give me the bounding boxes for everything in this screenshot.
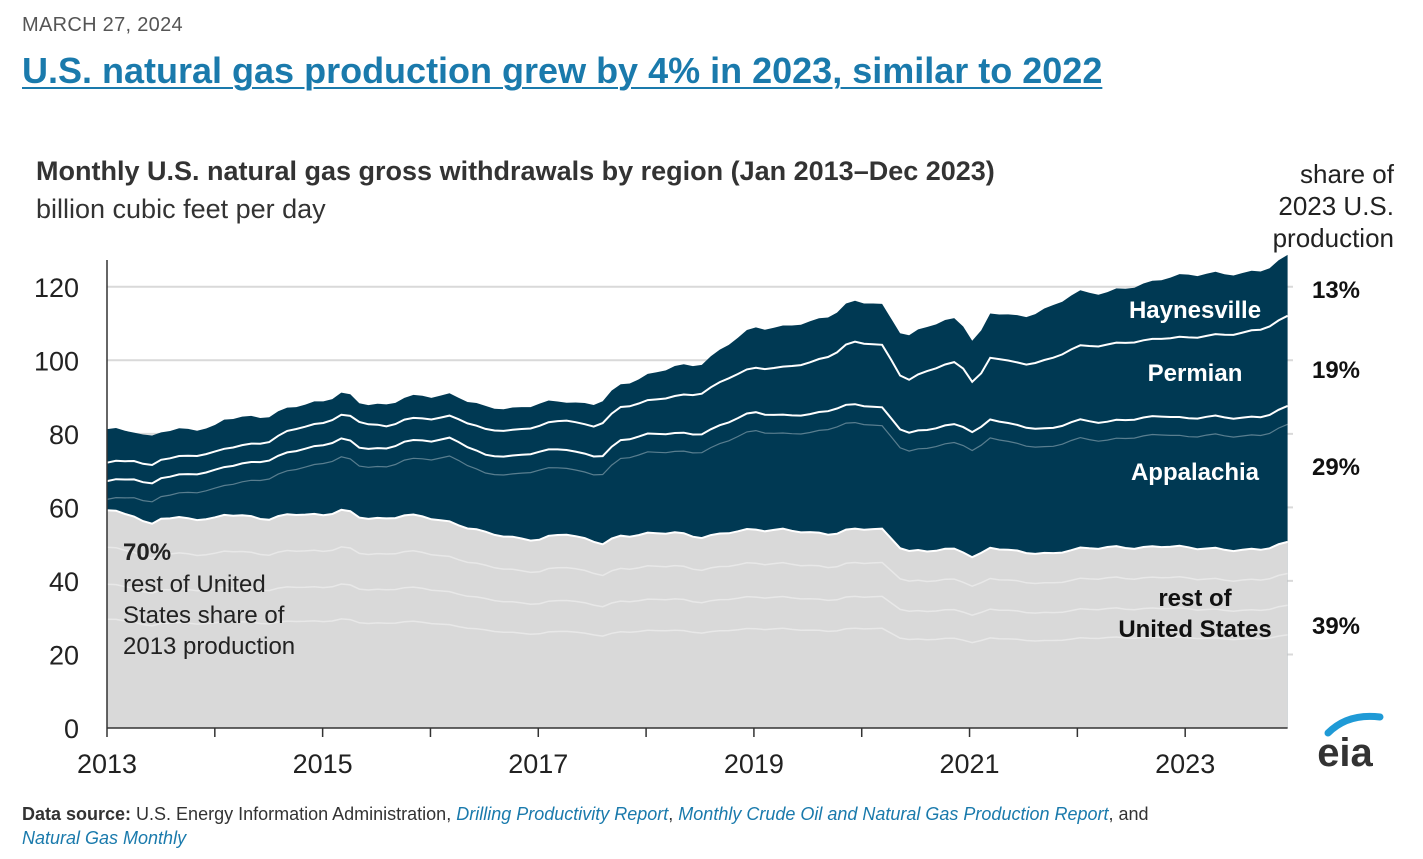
publication-date: MARCH 27, 2024 bbox=[22, 14, 183, 36]
subregion-line bbox=[106, 546, 1288, 588]
source-separator: , bbox=[668, 804, 679, 824]
y-tick-label: 120 bbox=[34, 273, 79, 303]
series-share-label: 39% bbox=[1312, 613, 1360, 640]
y-tick-label: 20 bbox=[49, 640, 79, 670]
x-tick-label: 2015 bbox=[293, 749, 353, 779]
rest-of-us-area bbox=[107, 509, 1288, 728]
subregion-line bbox=[106, 618, 1288, 644]
series-label: Haynesville bbox=[1129, 297, 1261, 324]
source-label: Data source: bbox=[22, 804, 132, 824]
annotation-2013-text: rest of United bbox=[123, 571, 266, 598]
source-link-natural-gas-monthly[interactable]: Natural Gas Monthly bbox=[22, 828, 187, 848]
rest-us-boundary-line bbox=[106, 508, 1288, 559]
x-tick-label: 2021 bbox=[940, 749, 1000, 779]
subregion-line bbox=[106, 583, 1288, 616]
series-label: Permian bbox=[1148, 360, 1243, 387]
share-header: share of 2023 U.S. production bbox=[1273, 158, 1394, 254]
y-tick-label: 0 bbox=[64, 714, 79, 744]
y-tick-label: 100 bbox=[34, 346, 79, 376]
series-share-label: 13% bbox=[1312, 277, 1360, 304]
y-tick-label: 80 bbox=[49, 420, 79, 450]
x-tick-label: 2017 bbox=[508, 749, 568, 779]
x-tick-label: 2019 bbox=[724, 749, 784, 779]
eia-logo-swoosh bbox=[1324, 712, 1384, 737]
series-label: Appalachia bbox=[1131, 459, 1260, 486]
share-header-line: production bbox=[1272, 223, 1394, 253]
annotation-2013-text: 2013 production bbox=[123, 633, 295, 660]
appalachia-boundary-line bbox=[106, 403, 1288, 485]
annotation-2013-text: States share of bbox=[123, 602, 285, 629]
source-separator: , and bbox=[1108, 804, 1149, 824]
permian-boundary-line bbox=[106, 314, 1289, 467]
x-tick-label: 2023 bbox=[1155, 749, 1215, 779]
x-tick-label: 2013 bbox=[77, 749, 137, 779]
chart-subtitle: billion cubic feet per day bbox=[36, 194, 326, 224]
source-link-drilling-productivity[interactable]: Drilling Productivity Report bbox=[456, 804, 669, 824]
data-source: Data source: U.S. Energy Information Adm… bbox=[22, 802, 1402, 850]
eia-logo-text: eia bbox=[1317, 731, 1373, 775]
source-text: U.S. Energy Information Administration, bbox=[131, 804, 457, 824]
headline-link[interactable]: U.S. natural gas production grew by 4% i… bbox=[22, 50, 1103, 91]
chart-title: Monthly U.S. natural gas gross withdrawa… bbox=[36, 156, 995, 186]
annotation-2013-percent: 70% bbox=[123, 539, 171, 566]
series-label: United States bbox=[1118, 616, 1271, 643]
series-share-label: 29% bbox=[1312, 454, 1360, 481]
share-header-line: share of bbox=[1300, 159, 1394, 189]
series-label: rest of bbox=[1158, 585, 1232, 612]
series-share-label: 19% bbox=[1312, 357, 1360, 384]
share-header-line: 2023 U.S. bbox=[1278, 191, 1394, 221]
region-boundary-faint-line bbox=[106, 421, 1288, 503]
y-tick-label: 40 bbox=[49, 567, 79, 597]
y-tick-label: 60 bbox=[49, 493, 79, 523]
source-link-monthly-production[interactable]: Monthly Crude Oil and Natural Gas Produc… bbox=[678, 804, 1109, 824]
